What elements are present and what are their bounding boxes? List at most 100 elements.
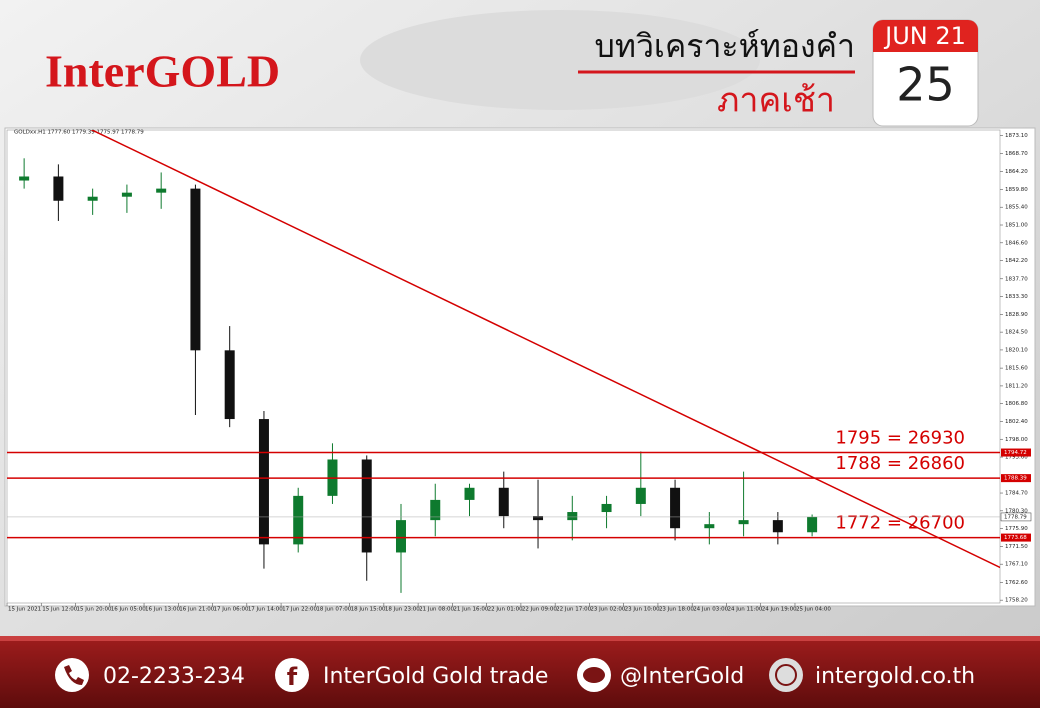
x-tick-label: 15 Jun 2021 bbox=[8, 607, 41, 613]
y-tick-label: 1837.70 bbox=[1005, 276, 1028, 282]
candle-body bbox=[190, 188, 201, 351]
y-tick-label: 1851.00 bbox=[1005, 223, 1028, 229]
level-price-label: 1788.39 bbox=[1004, 476, 1027, 482]
level-price-label: 1794.72 bbox=[1004, 450, 1027, 456]
chart-panel bbox=[4, 127, 1036, 607]
y-tick-label: 1793.60 bbox=[1005, 455, 1028, 461]
trendline-group bbox=[90, 130, 1000, 569]
y-tick-label: 1780.30 bbox=[1005, 508, 1028, 514]
candle-body bbox=[395, 520, 406, 553]
candle-body bbox=[464, 487, 475, 500]
level-price-box bbox=[1001, 448, 1031, 457]
candle-body bbox=[635, 487, 646, 504]
x-tick-label: 24 Jun 19:00 bbox=[762, 607, 797, 613]
candle-body bbox=[567, 512, 578, 521]
candle-body bbox=[19, 176, 30, 181]
candle-body bbox=[121, 192, 132, 197]
x-tick-label: 18 Jun 15:00 bbox=[351, 607, 386, 613]
candle-body bbox=[601, 503, 612, 513]
x-tick-label: 16 Jun 05:00 bbox=[111, 607, 146, 613]
candle-body bbox=[361, 459, 372, 553]
level-annotation: 1795 = 26930 bbox=[835, 428, 965, 449]
y-tick-label: 1758.20 bbox=[1005, 598, 1028, 604]
candle-body bbox=[738, 520, 749, 525]
y-tick-label: 1775.90 bbox=[1005, 526, 1028, 532]
trendline bbox=[90, 130, 1000, 569]
footer-website[interactable]: intergold.co.th bbox=[815, 664, 975, 689]
footer-facebook[interactable]: InterGold Gold trade bbox=[323, 664, 548, 689]
y-tick-label: 1846.60 bbox=[1005, 240, 1028, 246]
x-tick-label: 23 Jun 18:00 bbox=[659, 607, 694, 613]
x-tick-label: 16 Jun 21:00 bbox=[179, 607, 214, 613]
x-tick-label: 22 Jun 17:00 bbox=[556, 607, 591, 613]
phone-glyph bbox=[64, 665, 84, 685]
candle-body bbox=[53, 176, 64, 201]
candle-body bbox=[258, 419, 269, 545]
x-tick-label: 15 Jun 20:00 bbox=[77, 607, 112, 613]
candle-body bbox=[87, 196, 98, 201]
y-tick-label: 1815.60 bbox=[1005, 366, 1028, 372]
x-tick-label: 23 Jun 10:00 bbox=[625, 607, 660, 613]
current-price-box bbox=[1000, 512, 1032, 522]
y-tick-label: 1842.20 bbox=[1005, 258, 1028, 264]
y-tick-label: 1859.80 bbox=[1005, 187, 1028, 193]
title: บทวิเคราะห์ทองคำ bbox=[595, 27, 855, 65]
candle-body bbox=[224, 350, 235, 420]
x-tick-label: 17 Jun 22:00 bbox=[282, 607, 317, 613]
y-tick-label: 1868.70 bbox=[1005, 151, 1028, 157]
candle-body bbox=[772, 520, 783, 533]
subtitle: ภาคเช้า bbox=[717, 81, 835, 121]
x-tick-label: 22 Jun 09:00 bbox=[522, 607, 557, 613]
x-tick-label: 18 Jun 07:00 bbox=[316, 607, 351, 613]
calendar-top bbox=[873, 20, 978, 52]
candle-body bbox=[430, 499, 441, 521]
phone-icon bbox=[55, 658, 89, 692]
symbol-info: GOLDxx.H1 1777.60 1779.39 1775.97 1778.7… bbox=[14, 130, 144, 136]
x-tick-label: 17 Jun 06:00 bbox=[214, 607, 249, 613]
y-tick-label: 1864.20 bbox=[1005, 169, 1028, 175]
x-tick-label: 21 Jun 16:00 bbox=[453, 607, 488, 613]
candle-body bbox=[670, 487, 681, 529]
candle-body bbox=[293, 495, 304, 545]
web-glyph bbox=[775, 664, 797, 686]
y-tick-label: 1806.80 bbox=[1005, 401, 1028, 407]
facebook-icon bbox=[275, 658, 309, 692]
footer-band bbox=[0, 640, 1040, 708]
y-tick-label: 1855.40 bbox=[1005, 205, 1028, 211]
y-tick-label: 1824.50 bbox=[1005, 330, 1028, 336]
y-tick-label: 1762.60 bbox=[1005, 580, 1028, 586]
chart: 1873.10 1868.70 1864.20 1859.80 1855.40 1851.… bbox=[6, 130, 1032, 613]
current-price-label: 1778.79 bbox=[1004, 514, 1027, 520]
y-tick-label: 1873.10 bbox=[1005, 133, 1028, 139]
level-price-box bbox=[1001, 533, 1031, 542]
calendar-month: JUN 21 bbox=[883, 22, 966, 50]
calendar-day: 25 bbox=[896, 58, 955, 112]
logo: InterGOLD bbox=[45, 46, 280, 97]
level-annotation: 1788 = 26860 bbox=[835, 453, 965, 474]
y-tick-label: 1802.40 bbox=[1005, 419, 1028, 425]
level-price-box bbox=[1001, 474, 1031, 483]
y-tick-label: 1767.10 bbox=[1005, 562, 1028, 568]
facebook-glyph: f bbox=[287, 663, 298, 691]
y-tick-label: 1833.30 bbox=[1005, 294, 1028, 300]
candle-body bbox=[704, 524, 715, 529]
y-tick-label: 1798.00 bbox=[1005, 437, 1028, 443]
footer-phone[interactable]: 02-2233-234 bbox=[103, 664, 245, 689]
x-tick-label: 18 Jun 23:00 bbox=[385, 607, 420, 613]
footer-line[interactable]: @InterGold bbox=[620, 664, 744, 689]
y-tick-label: 1771.50 bbox=[1005, 544, 1028, 550]
candle-body bbox=[498, 487, 509, 517]
x-tick-label: 16 Jun 13:00 bbox=[145, 607, 180, 613]
x-tick-label: 15 Jun 12:00 bbox=[42, 607, 77, 613]
x-tick-label: 23 Jun 02:00 bbox=[590, 607, 625, 613]
map-shape bbox=[360, 10, 760, 110]
y-tick-label: 1784.70 bbox=[1005, 491, 1028, 497]
y-tick-label: 1820.10 bbox=[1005, 347, 1028, 353]
x-tick-label: 17 Jun 14:00 bbox=[248, 607, 283, 613]
line-glyph bbox=[583, 667, 605, 683]
level-annotation: 1772 = 26700 bbox=[835, 513, 965, 534]
calendar: JUN 21 25 bbox=[872, 19, 979, 127]
candle-body bbox=[156, 188, 167, 193]
